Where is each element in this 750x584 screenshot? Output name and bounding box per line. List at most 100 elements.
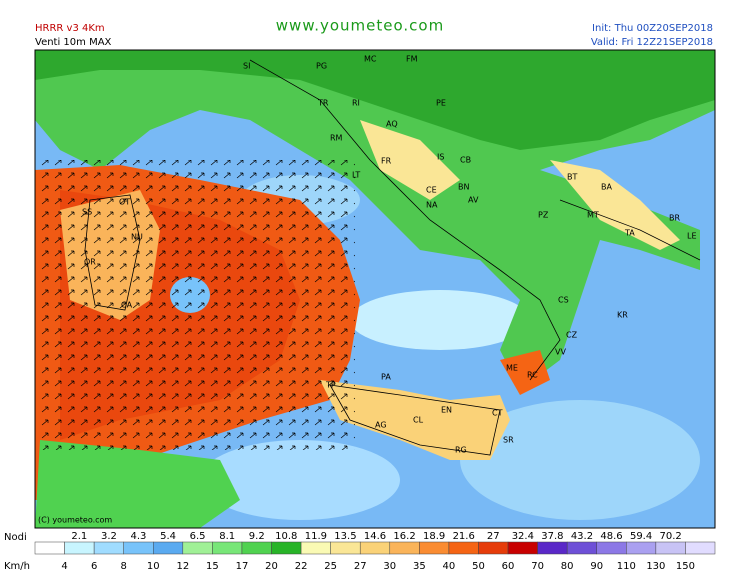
city: NA: [426, 201, 438, 210]
city: VV: [555, 348, 566, 357]
kmh-label: 15: [206, 561, 219, 572]
city: CA: [121, 301, 133, 310]
legend-swatch: [93, 541, 124, 555]
city: FR: [381, 157, 392, 166]
kmh-label: 4: [61, 561, 67, 572]
city: TP: [325, 381, 336, 390]
city: BT: [567, 173, 577, 182]
knots-label: 48.6: [600, 531, 622, 542]
kmh-label: 50: [472, 561, 485, 572]
kmh-label: 70: [531, 561, 544, 572]
knots-label: 2.1: [71, 531, 87, 542]
city: RG: [455, 446, 467, 455]
city: RC: [527, 371, 538, 380]
knots-label: 9.2: [249, 531, 265, 542]
legend-swatch: [34, 541, 65, 555]
valid: Valid: Fri 12Z21SEP2018: [591, 37, 713, 48]
legend-swatch: [212, 541, 243, 555]
city: LE: [687, 232, 697, 241]
city: OT: [119, 198, 130, 207]
field: Venti 10m MAX: [35, 37, 112, 48]
kmh-label: 22: [295, 561, 308, 572]
legend-swatch: [359, 541, 391, 555]
legend-swatch: [507, 541, 538, 555]
site: www.youmeteo.com: [276, 17, 444, 35]
city: KR: [617, 311, 628, 320]
city: TR: [317, 99, 329, 108]
city: CS: [558, 296, 569, 305]
city: BR: [669, 214, 680, 223]
legend-swatch: [596, 541, 627, 555]
legend-swatch: [478, 541, 509, 555]
knots-label: 4.3: [131, 531, 147, 542]
legend-swatch: [655, 541, 686, 555]
kmh-label: 130: [646, 561, 665, 572]
city: EN: [441, 406, 452, 415]
model: HRRR v3 4Km: [35, 23, 105, 34]
city: AQ: [386, 120, 398, 129]
knots-label: 8.1: [219, 531, 235, 542]
knots-label: 5.4: [160, 531, 176, 542]
knots-label: 27: [487, 531, 500, 542]
legend-swatch: [64, 541, 95, 555]
kmh-label: 12: [176, 561, 189, 572]
city: PZ: [538, 211, 549, 220]
knots-label: 11.9: [305, 531, 327, 542]
legend-swatch: [685, 541, 716, 555]
city: TA: [624, 229, 635, 238]
city: CB: [460, 156, 471, 165]
city: RI: [352, 99, 360, 108]
copyright: (C) youmeteo.com: [38, 516, 112, 525]
kmh-label: 17: [236, 561, 249, 572]
kmh-label: 80: [561, 561, 574, 572]
knots-label: 21.6: [453, 531, 475, 542]
kmh-label: 25: [324, 561, 337, 572]
city: FM: [406, 55, 418, 64]
kmh-label: 150: [676, 561, 695, 572]
legend-swatch: [271, 541, 302, 555]
legend-swatch: [537, 541, 568, 555]
legend-swatch: [448, 541, 479, 555]
city: SI: [243, 62, 250, 71]
kmh-label: 40: [443, 561, 456, 572]
city: CZ: [566, 331, 578, 340]
knots-label: 16.2: [393, 531, 415, 542]
knots-label: 37.8: [541, 531, 563, 542]
map-frame: [34, 49, 716, 529]
city: ME: [506, 364, 518, 373]
city: RM: [330, 134, 343, 143]
city: LT: [352, 171, 360, 180]
legend-swatch: [330, 541, 361, 555]
kmh-label: 27: [354, 561, 367, 572]
city: OR: [84, 258, 96, 267]
knots-label: 70.2: [660, 531, 682, 542]
city: AG: [375, 421, 387, 430]
kmh-label: 10: [147, 561, 160, 572]
knots-label: 6.5: [190, 531, 206, 542]
knots-label: 43.2: [571, 531, 593, 542]
legend-swatch: [389, 541, 420, 555]
knots-label: 14.6: [364, 531, 386, 542]
legend-swatch: [419, 541, 450, 555]
legend-swatch: [182, 541, 213, 555]
city: MC: [364, 55, 377, 64]
city: IS: [437, 153, 444, 162]
city: PG: [316, 62, 327, 71]
knots-label: 32.4: [512, 531, 534, 542]
kmh-label: 35: [413, 561, 426, 572]
city: AV: [468, 196, 479, 205]
city: PE: [436, 99, 446, 108]
knots-label: 59.4: [630, 531, 652, 542]
legend-swatch: [241, 541, 272, 555]
kmh-label: 60: [502, 561, 515, 572]
city: CL: [413, 416, 424, 425]
legend-swatch: [123, 541, 154, 555]
knots-title: Nodi: [4, 532, 27, 543]
knots-label: 3.2: [101, 531, 117, 542]
init: Init: Thu 00Z20SEP2018: [592, 23, 713, 34]
legend-swatch: [566, 541, 597, 555]
city: BN: [458, 183, 469, 192]
legend-swatch: [626, 541, 657, 555]
kmh-label: 90: [590, 561, 603, 572]
